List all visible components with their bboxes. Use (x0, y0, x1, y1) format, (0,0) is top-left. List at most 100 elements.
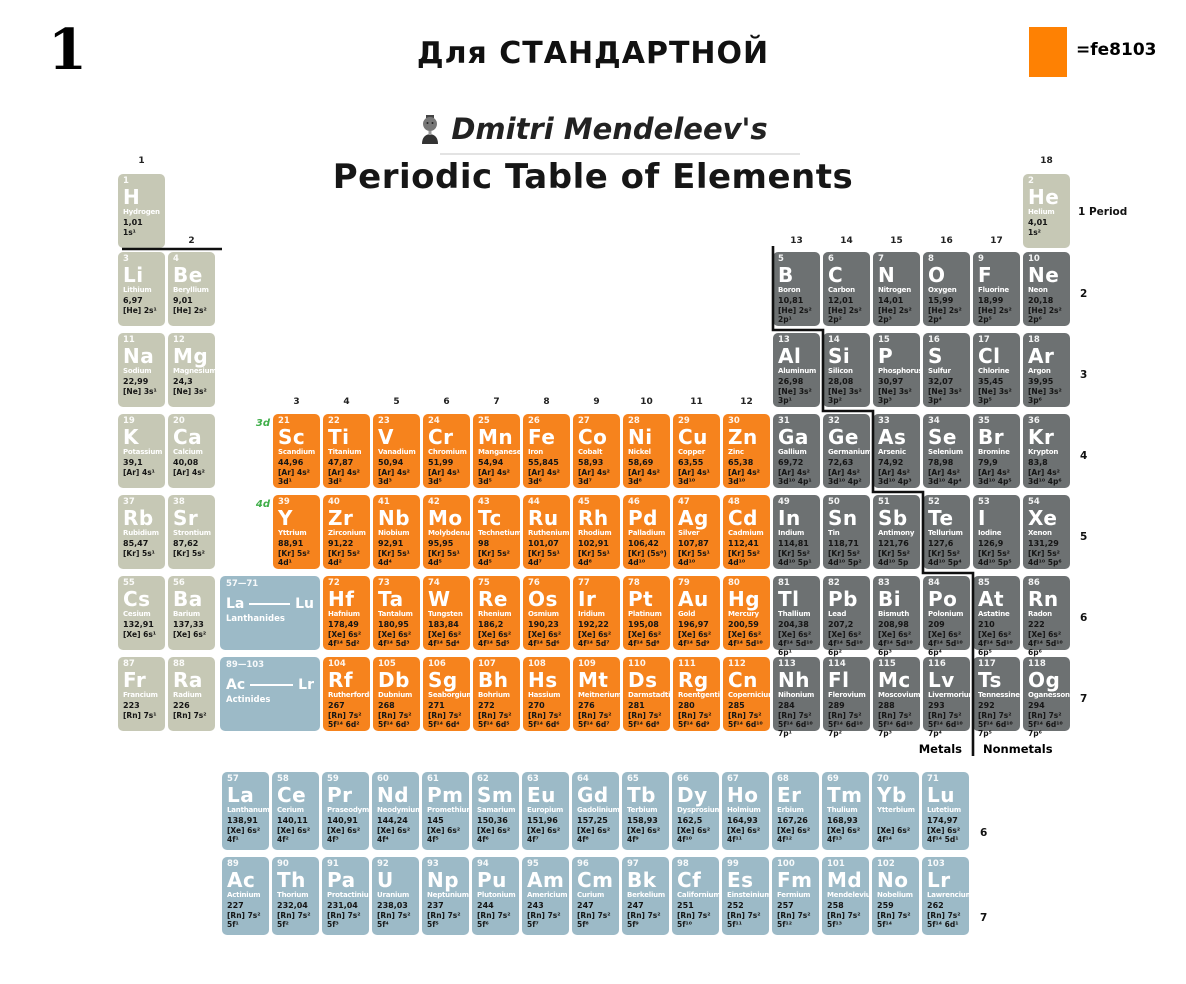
atomic-mass: 74,92 (878, 457, 904, 467)
atomic-mass: 65,38 (728, 457, 754, 467)
element-cell-ac: 89 Ac Actinium 227 [Rn] 7s² 5f¹ (222, 857, 269, 935)
atomic-number: 69 (827, 774, 839, 784)
electron-configuration: [He] 2s² 2p³ (878, 305, 912, 324)
period-label-7: 7 (980, 912, 988, 924)
element-cell-fr: 87 Fr Francium 223 [Rn] 7s¹ (118, 657, 165, 731)
element-symbol: H (123, 184, 141, 209)
electron-configuration: [Xe] 6s² 4f¹⁴ 5d⁸ (628, 629, 662, 648)
element-name: Mendelevium (827, 891, 878, 900)
atomic-number: 74 (428, 578, 440, 588)
electron-configuration: [Xe] 6s² 4f¹⁰ (677, 825, 711, 844)
element-name: Cadmium (728, 529, 764, 538)
group-label-15: 15 (890, 236, 903, 246)
electron-configuration: [Xe] 6s² 4f¹⁴ 5d⁵ (478, 629, 512, 648)
element-cell-lu: 71 Lu Lutetium 174,97 [Xe] 6s² 4f¹⁴ 5d¹ (922, 772, 969, 850)
element-name: Radon (1028, 610, 1052, 619)
electron-configuration: [Rn] 7s² 5f¹ (227, 910, 261, 929)
atomic-mass: 258 (827, 900, 844, 910)
electron-configuration: [Kr] 5s² 4d¹⁰ 5p² (828, 548, 862, 567)
element-symbol: Br (978, 424, 1005, 449)
atomic-mass: 157,25 (577, 815, 608, 825)
element-name: Xenon (1028, 529, 1052, 538)
byline-text: Dmitri Mendeleev's (451, 112, 768, 146)
electron-configuration: [Kr] 5s² 4d¹⁰ (728, 548, 760, 567)
atomic-mass: 101,07 (528, 538, 559, 548)
electron-configuration: [Xe] 6s² 4f¹⁴ 5d⁴ (428, 629, 462, 648)
atomic-number: 111 (678, 659, 696, 669)
element-symbol: Bh (478, 667, 509, 692)
electron-configuration: [Ne] 3s² 3p⁶ (1028, 386, 1062, 405)
element-cell-zr: 40 Zr Zirconium 91,22 [Kr] 5s² 4d² (323, 495, 370, 569)
element-symbol: Sg (428, 667, 458, 692)
element-name: Rhenium (478, 610, 512, 619)
period-label-6: 6 (1080, 612, 1088, 624)
element-name: Iridium (578, 610, 605, 619)
element-name: Strontium (173, 529, 211, 538)
element-symbol: B (778, 262, 794, 287)
element-cell-sn: 50 Sn Tin 118,71 [Kr] 5s² 4d¹⁰ 5p² (823, 495, 870, 569)
atomic-mass: 270 (528, 700, 545, 710)
element-name: Lead (828, 610, 847, 619)
atomic-mass: 10,81 (778, 295, 804, 305)
element-cell-na: 11 Na Sodium 22,99 [Ne] 3s¹ (118, 333, 165, 407)
electron-configuration: [Rn] 7s² 5f⁹ (627, 910, 661, 929)
element-symbol: Am (527, 867, 565, 892)
atomic-mass: 131,29 (1028, 538, 1059, 548)
element-symbol: Cu (678, 424, 708, 449)
element-symbol: Ti (328, 424, 350, 449)
element-cell-cf: 98 Cf Californium 251 [Rn] 7s² 5f¹⁰ (672, 857, 721, 935)
element-cell-po: 84 Po Polonium 209 [Xe] 6s² 4f¹⁴ 5d¹⁰ 6p⁴ (923, 576, 970, 657)
element-symbol: Sn (828, 505, 858, 530)
electron-configuration: [Ar] 4s² 3d¹⁰ 4p³ (878, 467, 912, 486)
element-name: Hydrogen (123, 208, 160, 217)
element-name: Flerovium (828, 691, 866, 700)
atomic-number: 2 (1028, 176, 1034, 186)
electron-configuration: [He] 2s¹ (123, 305, 157, 315)
main-title: Periodic Table of Elements (332, 157, 854, 197)
element-cell-hg: 80 Hg Mercury 200,59 [Xe] 6s² 4f¹⁴ 5d¹⁰ (723, 576, 770, 650)
atomic-number: 75 (478, 578, 490, 588)
element-cell-md: 101 Md Mendelevium 258 [Rn] 7s² 5f¹³ (822, 857, 878, 935)
element-symbol: Mn (478, 424, 514, 449)
element-name: Titanium (328, 448, 362, 457)
series-dash-line (249, 603, 291, 605)
element-name: Niobium (378, 529, 410, 538)
element-symbol: W (428, 586, 451, 611)
element-name: Potassium (123, 448, 163, 457)
element-symbol: Rg (678, 667, 709, 692)
element-name: Iodine (978, 529, 1002, 538)
element-symbol: Mt (578, 667, 609, 692)
atomic-mass: 276 (578, 700, 595, 710)
element-cell-tm: 69 Tm Thulium 168,93 [Xe] 6s² 4f¹³ (822, 772, 869, 850)
element-cell-gd: 64 Gd Gadolinium 157,25 [Xe] 6s² 4f⁸ (572, 772, 620, 850)
element-name: Tennessine (978, 691, 1020, 700)
atomic-mass: 268 (378, 700, 395, 710)
atomic-number: 100 (777, 859, 795, 869)
element-cell-rf: 104 Rf Rutherfordium 267 [Rn] 7s² 5f¹⁴ 6d² (323, 657, 384, 731)
electron-configuration: [Kr] 5s¹ 4d⁷ (528, 548, 560, 567)
electron-configuration: [He] 2s² 2p⁶ (1028, 305, 1062, 324)
element-name: Germanium (828, 448, 872, 457)
electron-configuration: [Kr] 5s¹ 4d⁸ (578, 548, 610, 567)
atomic-mass: 132,91 (123, 619, 154, 629)
element-name: Berkelium (627, 891, 666, 900)
electron-configuration: [Xe] 6s² 4f⁸ (577, 825, 611, 844)
atomic-number: 63 (527, 774, 539, 784)
element-symbol: Cl (978, 343, 1001, 368)
element-name: Tantalum (378, 610, 413, 619)
group-label-1: 1 (138, 156, 145, 166)
electron-configuration: [Kr] 5s² 4d¹ (278, 548, 310, 567)
atomic-mass: 190,23 (528, 619, 559, 629)
element-name: Promethium (427, 806, 474, 815)
atomic-number: 17 (978, 335, 990, 345)
atomic-number: 95 (527, 859, 539, 869)
element-symbol: Cr (428, 424, 454, 449)
element-cell-fe: 26 Fe Iron 55,845 [Ar] 4s² 3d⁶ (523, 414, 570, 488)
element-symbol: Lu (927, 782, 955, 807)
electron-configuration: [Xe] 6s² 4f¹⁴ 5d⁷ (578, 629, 612, 648)
element-symbol: Sr (173, 505, 199, 530)
electron-configuration: [Ar] 4s² 3d⁵ (478, 467, 510, 486)
element-symbol: I (978, 505, 986, 530)
element-symbol: Ni (628, 424, 653, 449)
element-symbol: Pt (628, 586, 654, 611)
